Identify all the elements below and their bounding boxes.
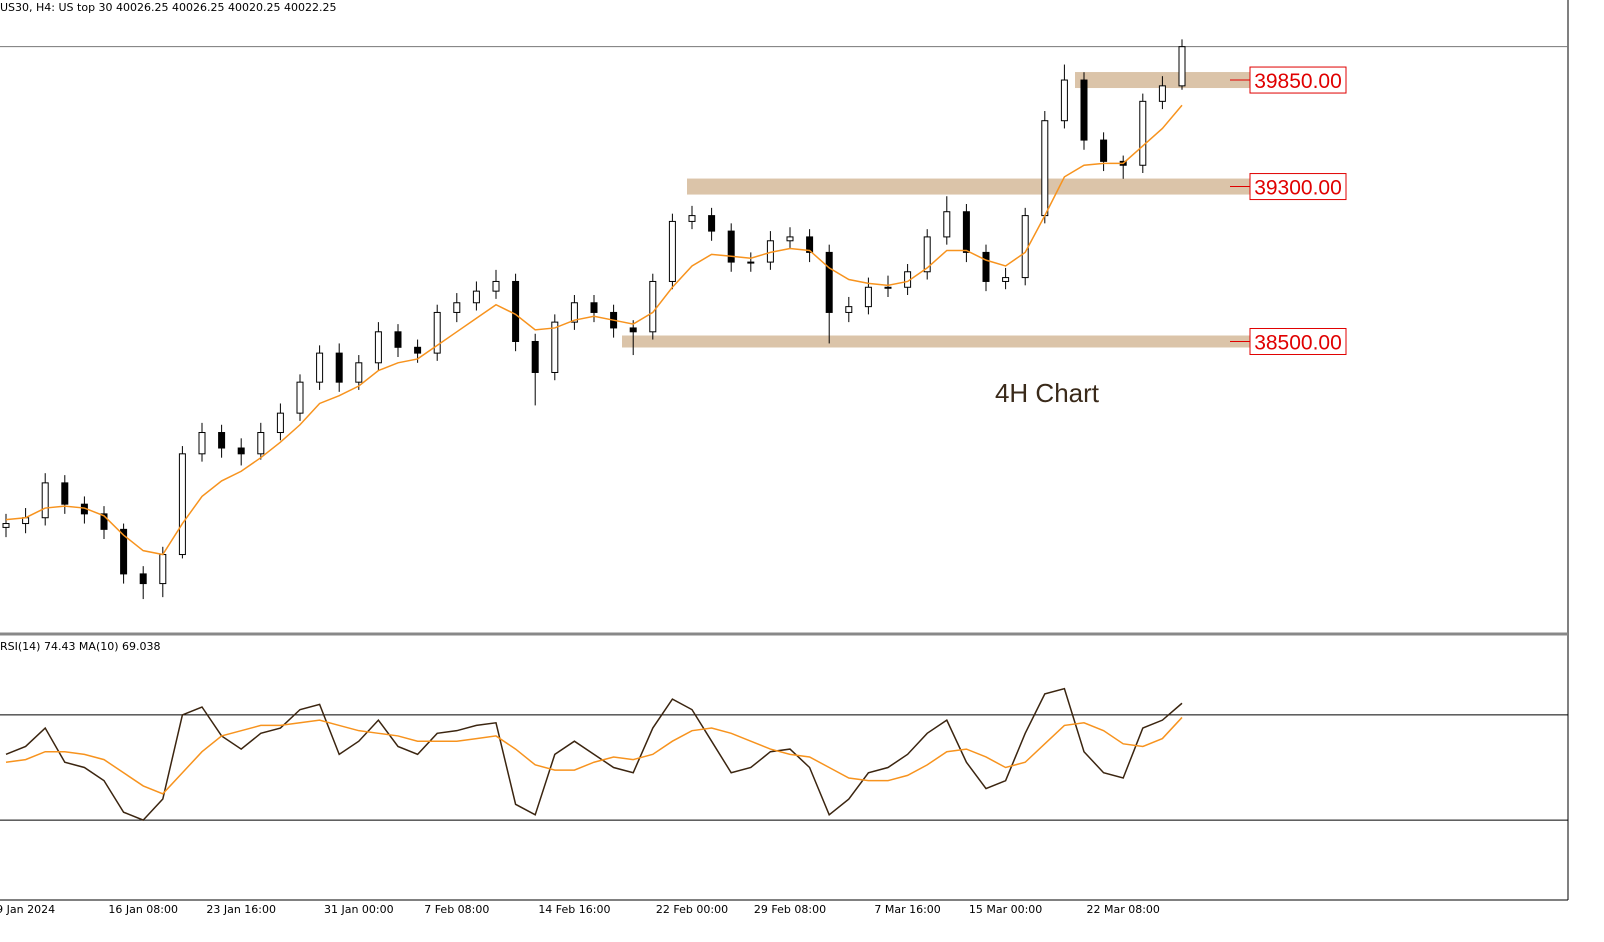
candle-body	[570, 302, 578, 323]
candle-body	[1021, 215, 1029, 279]
x-tick-label: 9 Jan 2024	[0, 903, 55, 916]
candle-body	[159, 554, 167, 585]
candle-body	[590, 302, 598, 313]
candle-body	[198, 432, 206, 455]
candle-body	[139, 573, 147, 585]
x-tick-label: 16 Jan 08:00	[108, 903, 178, 916]
candle-body	[178, 453, 186, 556]
annotation: 4H Chart	[995, 378, 1100, 408]
candle-body	[1041, 120, 1049, 217]
candle-body	[629, 327, 637, 333]
candle-body	[864, 286, 872, 308]
chart-header: US30, H4: US top 30 40026.25 40026.25 40…	[0, 1, 336, 14]
candle-body	[41, 482, 49, 519]
candle-body	[453, 302, 461, 313]
candle-body	[845, 306, 853, 313]
x-tick-label: 22 Feb 00:00	[656, 903, 728, 916]
candle-body	[1060, 79, 1068, 122]
candle-body	[492, 280, 500, 292]
candle-body	[2, 523, 10, 528]
moving-average	[5, 104, 1183, 556]
x-tick-label: 14 Feb 16:00	[538, 903, 610, 916]
candle-body	[747, 261, 755, 264]
candle-body	[1139, 100, 1147, 166]
candle-body	[355, 362, 363, 383]
zone-label: 39300.00	[1254, 177, 1342, 200]
candle-body	[708, 215, 716, 232]
candle-body	[335, 352, 343, 383]
x-tick-label: 23 Jan 16:00	[206, 903, 276, 916]
x-tick-label: 7 Feb 08:00	[424, 903, 489, 916]
zone-label: 39850.00	[1254, 70, 1342, 93]
x-tick-label: 15 Mar 00:00	[969, 903, 1042, 916]
candle-body	[394, 331, 402, 348]
zone-label-box	[1249, 173, 1347, 201]
x-tick-label: 29 Feb 08:00	[754, 903, 826, 916]
candle-body	[668, 220, 676, 282]
candle-body	[923, 236, 931, 273]
zone	[622, 335, 1250, 348]
candle-body	[414, 346, 422, 354]
rsi-line	[5, 687, 1183, 821]
x-tick-label: 7 Mar 16:00	[874, 903, 940, 916]
candle-body	[512, 280, 520, 342]
candle-body	[688, 215, 696, 222]
candle-body	[1158, 85, 1166, 102]
candle-body	[727, 230, 735, 263]
candle-body	[237, 447, 245, 455]
x-tick-label: 31 Jan 00:00	[324, 903, 394, 916]
candle-body	[100, 513, 108, 530]
candle-body	[884, 286, 892, 289]
candle-body	[1100, 139, 1108, 162]
zone-label-box	[1249, 327, 1347, 355]
candle-body	[1002, 277, 1010, 282]
candle-body	[61, 482, 69, 505]
candle-body	[296, 381, 304, 414]
candle-body	[276, 412, 284, 434]
rsi-line	[5, 716, 1183, 795]
zone	[687, 178, 1250, 195]
candle-body	[649, 280, 657, 333]
candle-body	[1178, 46, 1186, 87]
candle-body	[806, 236, 814, 253]
candle-body	[825, 251, 833, 313]
rsi-header: RSI(14) 74.43 MA(10) 69.038	[0, 640, 161, 653]
candle-body	[1080, 79, 1088, 141]
candle-body	[218, 432, 226, 449]
zone-label: 38500.00	[1254, 331, 1342, 354]
zone-label-box	[1249, 66, 1347, 94]
x-tick-label: 22 Mar 08:00	[1086, 903, 1159, 916]
candle-body	[786, 236, 794, 242]
candle-body	[316, 352, 324, 383]
candle-body	[943, 211, 951, 238]
candle-body	[257, 432, 265, 455]
candle-body	[120, 528, 128, 575]
candle-body	[374, 331, 382, 364]
candle-body	[472, 290, 480, 304]
candle-body	[433, 311, 441, 354]
candle-body	[982, 251, 990, 282]
candle-body	[551, 321, 559, 373]
candle-body	[531, 340, 539, 373]
candle-body	[962, 211, 970, 253]
